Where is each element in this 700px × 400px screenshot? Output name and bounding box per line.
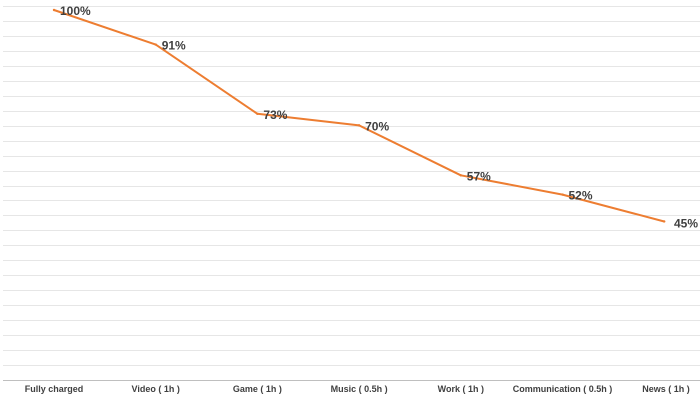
data-point (663, 220, 666, 223)
x-tick-label: Music ( 0.5h ) (331, 384, 388, 394)
x-tick-label: Game ( 1h ) (233, 384, 282, 394)
data-labels: 100% 91% 73% 70% 57% 52% 45% (60, 4, 698, 230)
data-label: 73% (263, 108, 287, 122)
data-point (561, 193, 564, 196)
data-point (154, 43, 157, 46)
series-group (52, 8, 666, 223)
x-tick-label: Communication ( 0.5h ) (513, 384, 613, 394)
x-tick-label: Work ( 1h ) (438, 384, 484, 394)
data-label: 52% (569, 189, 593, 203)
data-label: 100% (60, 4, 91, 18)
x-tick-label: News ( 1h ) (642, 384, 690, 394)
data-label: 91% (162, 39, 186, 53)
data-label: 45% (674, 216, 698, 230)
data-point (52, 8, 56, 12)
x-tick-labels: Fully charged Video ( 1h ) Game ( 1h ) Musi… (25, 384, 690, 394)
data-point (256, 112, 259, 116)
data-point (357, 124, 361, 127)
x-tick-label: Video ( 1h ) (132, 384, 180, 394)
data-label: 57% (467, 169, 491, 183)
gridlines (3, 6, 700, 366)
x-tick-label: Fully charged (25, 384, 84, 394)
data-label: 70% (365, 119, 389, 133)
data-point (459, 174, 462, 177)
